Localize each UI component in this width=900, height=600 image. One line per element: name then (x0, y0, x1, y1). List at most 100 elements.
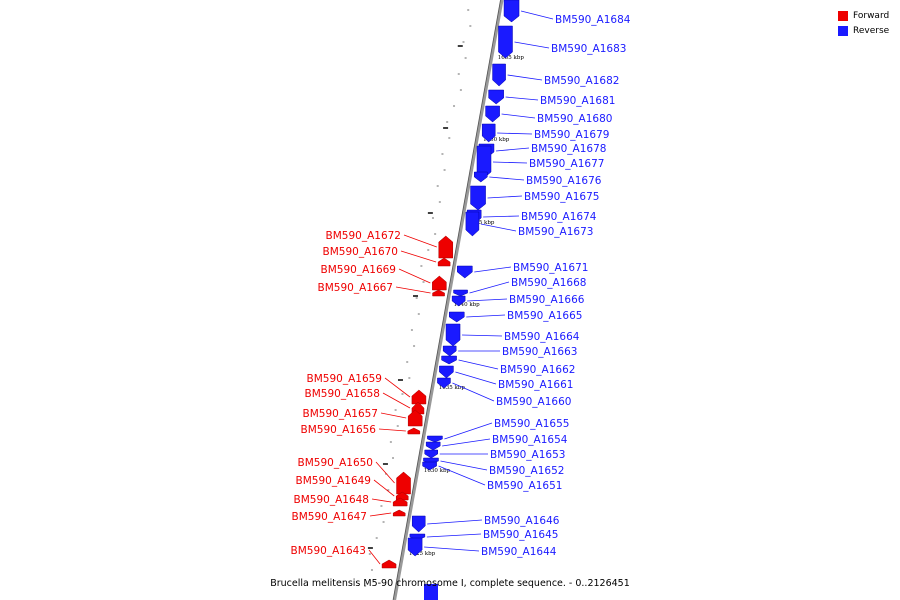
scale-label: 1640 kbp (454, 302, 481, 308)
forward-gene-connector (368, 549, 381, 565)
forward-gene-block (407, 409, 423, 427)
scale-label: 1650 kbp (483, 137, 510, 143)
scale-label: 1630 kbp (424, 468, 451, 474)
forward-gene-label: BM590_A1650 (298, 457, 373, 469)
forward-gene-label: BM590_A1649 (296, 475, 371, 487)
reverse-gene-block (481, 123, 496, 143)
reverse-gene-connector (424, 546, 480, 552)
reverse-gene-block (437, 377, 451, 389)
reverse-gene-connector (444, 422, 493, 440)
forward-gene-connector (384, 377, 411, 398)
reverse-gene-label: BM590_A1654 (492, 434, 568, 446)
reverse-gene-label: BM590_A1660 (496, 396, 571, 408)
reverse-gene-block (470, 185, 486, 211)
reverse-gene-label: BM590_A1671 (513, 262, 588, 274)
reverse-gene-block (445, 323, 461, 347)
reverse-gene-block (427, 435, 443, 443)
reverse-gene-label: BM590_A1646 (484, 515, 560, 527)
reverse-gene-label: BM590_A1645 (483, 529, 558, 541)
chromosome-axis (393, 0, 504, 600)
legend-item-reverse: Reverse (838, 23, 898, 38)
forward-gene-label: BM590_A1669 (321, 264, 396, 276)
reverse-gene-block (441, 355, 457, 365)
reverse-gene-label: BM590_A1664 (504, 331, 580, 343)
reverse-gene-block (498, 25, 513, 59)
forward-gene-label: BM590_A1670 (323, 246, 398, 258)
forward-gene-label: BM590_A1657 (303, 408, 378, 420)
reverse-gene-label: BM590_A1679 (534, 129, 609, 141)
legend-item-forward: Forward (838, 8, 898, 23)
reverse-gene-connector (462, 334, 503, 337)
reverse-gene-block (503, 0, 520, 23)
scale-label: 1645 kbp (468, 220, 495, 226)
reverse-gene-block (488, 89, 504, 105)
reverse-gene-connector (505, 96, 539, 101)
reverse-gene-label: BM590_A1652 (489, 465, 564, 477)
forward-gene-connector (378, 428, 406, 432)
reverse-gene-connector (455, 371, 497, 385)
reverse-gene-label: BM590_A1655 (494, 418, 569, 430)
forward-gene-connector (371, 498, 392, 503)
forward-gene-block (381, 559, 397, 569)
forward-gene-block (437, 257, 451, 267)
reverse-gene-label: BM590_A1644 (481, 546, 557, 558)
reverse-gene-block (465, 211, 480, 237)
reverse-gene-connector (467, 298, 508, 302)
scale-label: 1625 kbp (409, 551, 436, 557)
scale-label: 1635 kbp (439, 385, 466, 391)
reverse-gene-block (411, 515, 426, 533)
reverse-gene-block (422, 461, 437, 471)
forward-gene-block (396, 471, 411, 495)
reverse-gene-label: BM590_A1663 (502, 346, 577, 358)
forward-gene-label: BM590_A1658 (305, 388, 380, 400)
forward-gene-block (407, 427, 421, 435)
reverse-gene-label: BM590_A1665 (507, 310, 582, 322)
reverse-gene-connector (497, 132, 533, 135)
forward-gene-block (392, 509, 406, 517)
reverse-gene-block (442, 345, 457, 357)
reverse-gene-label: BM590_A1681 (540, 95, 615, 107)
forward-gene-label: BM590_A1643 (291, 545, 366, 557)
reverse-gene-label: BM590_A1662 (500, 364, 575, 376)
forward-gene-block (438, 235, 454, 259)
forward-gene-connector (395, 286, 431, 294)
reverse-gene-label: BM590_A1680 (537, 113, 612, 125)
reverse-gene-label: BM590_A1651 (487, 480, 562, 492)
reverse-gene-connector (495, 147, 530, 152)
forward-gene-label: BM590_A1647 (292, 511, 367, 523)
reverse-gene-label: BM590_A1666 (509, 294, 585, 306)
reverse-gene-connector (489, 176, 525, 181)
reverse-gene-label: BM590_A1677 (529, 158, 604, 170)
scale-label: 1655 kbp (498, 55, 525, 61)
forward-gene-connector (375, 461, 395, 484)
reverse-gene-connector (483, 215, 520, 218)
forward-gene-label: BM590_A1667 (318, 282, 393, 294)
forward-gene-block (392, 497, 408, 507)
forward-gene-label: BM590_A1672 (326, 230, 401, 242)
forward-gene-connector (382, 392, 411, 409)
reverse-gene-label: BM590_A1684 (555, 14, 631, 26)
reverse-gene-label: BM590_A1675 (524, 191, 599, 203)
forward-swatch (838, 10, 848, 21)
reverse-gene-block (492, 63, 506, 87)
reverse-gene-connector (442, 438, 491, 447)
legend-label-reverse: Reverse (853, 25, 890, 36)
reverse-gene-connector (427, 519, 483, 525)
reverse-gene-connector (480, 223, 517, 232)
reverse-gene-connector (492, 161, 528, 164)
forward-gene-connector (403, 234, 437, 248)
forward-gene-block (432, 275, 447, 291)
reverse-gene-block (451, 295, 466, 307)
forward-gene-label: BM590_A1656 (301, 424, 377, 436)
forward-gene-label: BM590_A1648 (294, 494, 369, 506)
reverse-gene-label: BM590_A1653 (490, 449, 565, 461)
reverse-gene-connector (501, 113, 536, 119)
reverse-gene-label: BM590_A1676 (526, 175, 602, 187)
reverse-gene-label: BM590_A1682 (544, 75, 619, 87)
legend: Forward Reverse (838, 8, 898, 38)
forward-gene-label: BM590_A1659 (307, 373, 382, 385)
reverse-gene-connector (452, 382, 495, 402)
reverse-gene-label: BM590_A1673 (518, 226, 593, 238)
reverse-gene-block (424, 449, 438, 459)
